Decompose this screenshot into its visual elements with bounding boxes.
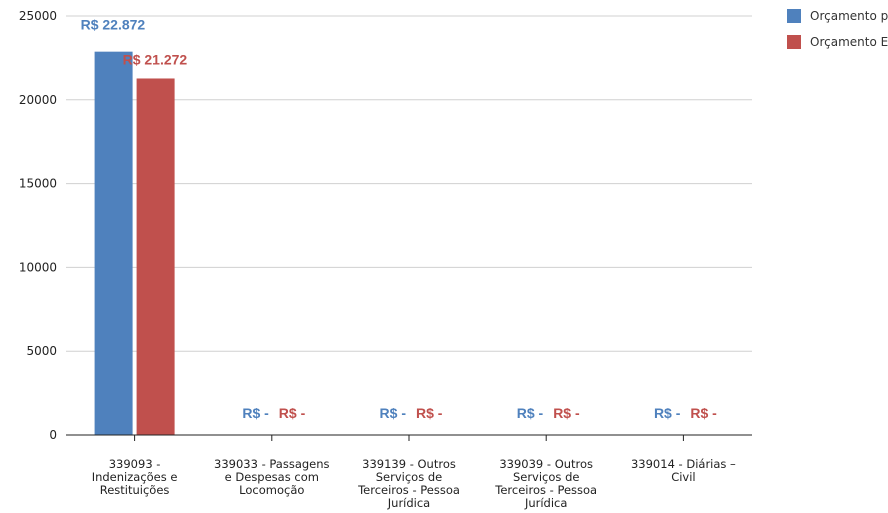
x-category-label: 339093 -Indenizações e Restituições: [92, 457, 178, 497]
bar: [136, 78, 175, 436]
y-tick-label: 5000: [26, 344, 57, 358]
x-category-label-line: 339139 - Outros: [362, 457, 456, 471]
gridlines: [66, 15, 752, 352]
x-category-label: 339139 - Outros Serviços de Terceiros - Pe…: [357, 457, 460, 510]
x-category-label-line: Jurídica: [524, 496, 567, 510]
data-label: R$ -: [690, 405, 717, 421]
bar: [94, 51, 133, 435]
x-category-label-line: Serviços de: [376, 470, 442, 484]
data-label: R$ -: [654, 405, 681, 421]
data-label: R$ -: [242, 405, 269, 421]
x-category-label-line: Jurídica: [387, 496, 430, 510]
x-axis: 339093 -Indenizações e Restituições 339033…: [66, 434, 752, 510]
y-tick-label: 10000: [19, 260, 57, 274]
x-category-label-line: 339014 - Diárias –: [631, 457, 736, 471]
x-category-label-line: 339039 - Outros: [499, 457, 593, 471]
data-label: R$ 21.272: [123, 51, 188, 67]
bars: [94, 51, 175, 436]
y-tick-label: 15000: [19, 177, 57, 191]
x-category-label: 339014 - Diárias – Civil: [631, 457, 736, 484]
data-labels: R$ 22.872 R$ 21.272 R$ - R$ - R$ - R$ - R$ - R$…: [81, 17, 718, 421]
x-category-label: 339033 - Passagens e Despesas com Locomoçã…: [214, 457, 330, 497]
x-category-label-line: Indenizações e: [92, 470, 178, 484]
legend-label: Orçamento Ex: [810, 35, 888, 49]
legend-label: Orçamento pl: [810, 9, 888, 23]
data-label: R$ -: [553, 405, 580, 421]
x-category-label-line: 339033 - Passagens: [214, 457, 330, 471]
y-tick-label: 20000: [19, 93, 57, 107]
legend-swatch: [787, 9, 801, 23]
x-category-label-line: e Despesas com: [225, 470, 319, 484]
data-label: R$ -: [517, 405, 544, 421]
data-label: R$ -: [416, 405, 443, 421]
x-category-label-line: 339093 -: [109, 457, 161, 471]
legend: Orçamento pl Orçamento Ex: [787, 9, 888, 49]
y-tick-label: 0: [49, 428, 57, 442]
data-label: R$ -: [380, 405, 407, 421]
x-category-label-line: Serviços de: [513, 470, 579, 484]
x-category-label-line: Civil: [671, 470, 695, 484]
x-category-label: 339039 - Outros Serviços de Terceiros - Pe…: [494, 457, 597, 510]
y-tick-label: 25000: [19, 9, 57, 23]
data-label: R$ -: [279, 405, 306, 421]
x-category-label-line: Terceiros - Pessoa: [357, 483, 460, 497]
y-axis: 0 5000 10000 15000 20000 25000: [19, 9, 57, 442]
data-label: R$ 22.872: [81, 17, 146, 33]
legend-swatch: [787, 35, 801, 49]
x-category-label-line: Locomoção: [239, 483, 304, 497]
x-category-label-line: Restituições: [100, 483, 170, 497]
x-category-label-line: Terceiros - Pessoa: [494, 483, 597, 497]
